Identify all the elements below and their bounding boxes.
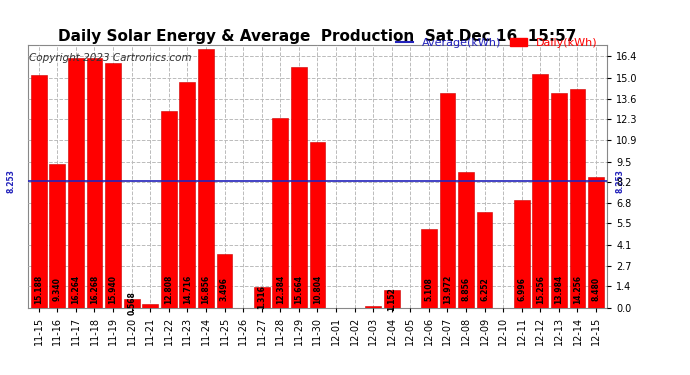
Text: 6.252: 6.252 bbox=[480, 277, 489, 301]
Text: 6.996: 6.996 bbox=[518, 277, 526, 301]
Bar bbox=[551, 93, 566, 308]
Bar bbox=[217, 254, 233, 308]
Text: 13.984: 13.984 bbox=[554, 274, 564, 304]
Text: 1.152: 1.152 bbox=[387, 287, 396, 310]
Text: 8.253: 8.253 bbox=[6, 169, 15, 193]
Text: Copyright 2023 Cartronics.com: Copyright 2023 Cartronics.com bbox=[29, 53, 191, 63]
Bar bbox=[477, 211, 493, 308]
Bar bbox=[291, 68, 307, 308]
Bar bbox=[161, 111, 177, 308]
Text: 15.940: 15.940 bbox=[108, 274, 117, 304]
Bar bbox=[50, 164, 66, 308]
Bar bbox=[569, 89, 585, 308]
Bar bbox=[86, 58, 102, 308]
Text: 15.188: 15.188 bbox=[34, 274, 43, 304]
Text: 16.264: 16.264 bbox=[71, 274, 81, 304]
Bar bbox=[68, 58, 83, 308]
Text: 9.340: 9.340 bbox=[53, 277, 62, 301]
Text: 5.108: 5.108 bbox=[424, 277, 433, 301]
Legend: Average(kWh), Daily(kWh): Average(kWh), Daily(kWh) bbox=[392, 33, 602, 53]
Bar bbox=[310, 142, 325, 308]
Bar bbox=[514, 200, 530, 308]
Bar bbox=[421, 229, 437, 308]
Bar bbox=[440, 93, 455, 308]
Text: 13.972: 13.972 bbox=[443, 274, 452, 304]
Text: 16.856: 16.856 bbox=[201, 274, 210, 304]
Text: 0.568: 0.568 bbox=[127, 291, 136, 315]
Bar bbox=[142, 304, 158, 307]
Text: 1.316: 1.316 bbox=[257, 285, 266, 309]
Bar bbox=[254, 287, 270, 308]
Bar bbox=[179, 82, 195, 308]
Bar bbox=[533, 74, 549, 308]
Text: 12.808: 12.808 bbox=[164, 274, 173, 304]
Bar bbox=[198, 49, 214, 308]
Text: 15.256: 15.256 bbox=[536, 274, 545, 303]
Text: 12.384: 12.384 bbox=[276, 274, 285, 304]
Bar bbox=[273, 118, 288, 308]
Text: 8.480: 8.480 bbox=[591, 277, 600, 301]
Text: 16.268: 16.268 bbox=[90, 274, 99, 304]
Bar bbox=[365, 306, 381, 308]
Text: 8.856: 8.856 bbox=[462, 277, 471, 301]
Text: 14.716: 14.716 bbox=[183, 274, 192, 304]
Text: 8.253: 8.253 bbox=[615, 169, 624, 193]
Title: Daily Solar Energy & Average  Production  Sat Dec 16  15:57: Daily Solar Energy & Average Production … bbox=[58, 29, 577, 44]
Text: 15.664: 15.664 bbox=[295, 274, 304, 304]
Bar bbox=[588, 177, 604, 308]
Bar bbox=[105, 63, 121, 308]
Text: 10.804: 10.804 bbox=[313, 274, 322, 304]
Bar bbox=[31, 75, 47, 308]
Bar bbox=[458, 172, 474, 308]
Text: 14.256: 14.256 bbox=[573, 274, 582, 304]
Text: 3.496: 3.496 bbox=[220, 277, 229, 301]
Bar bbox=[124, 299, 139, 307]
Bar bbox=[384, 290, 400, 308]
